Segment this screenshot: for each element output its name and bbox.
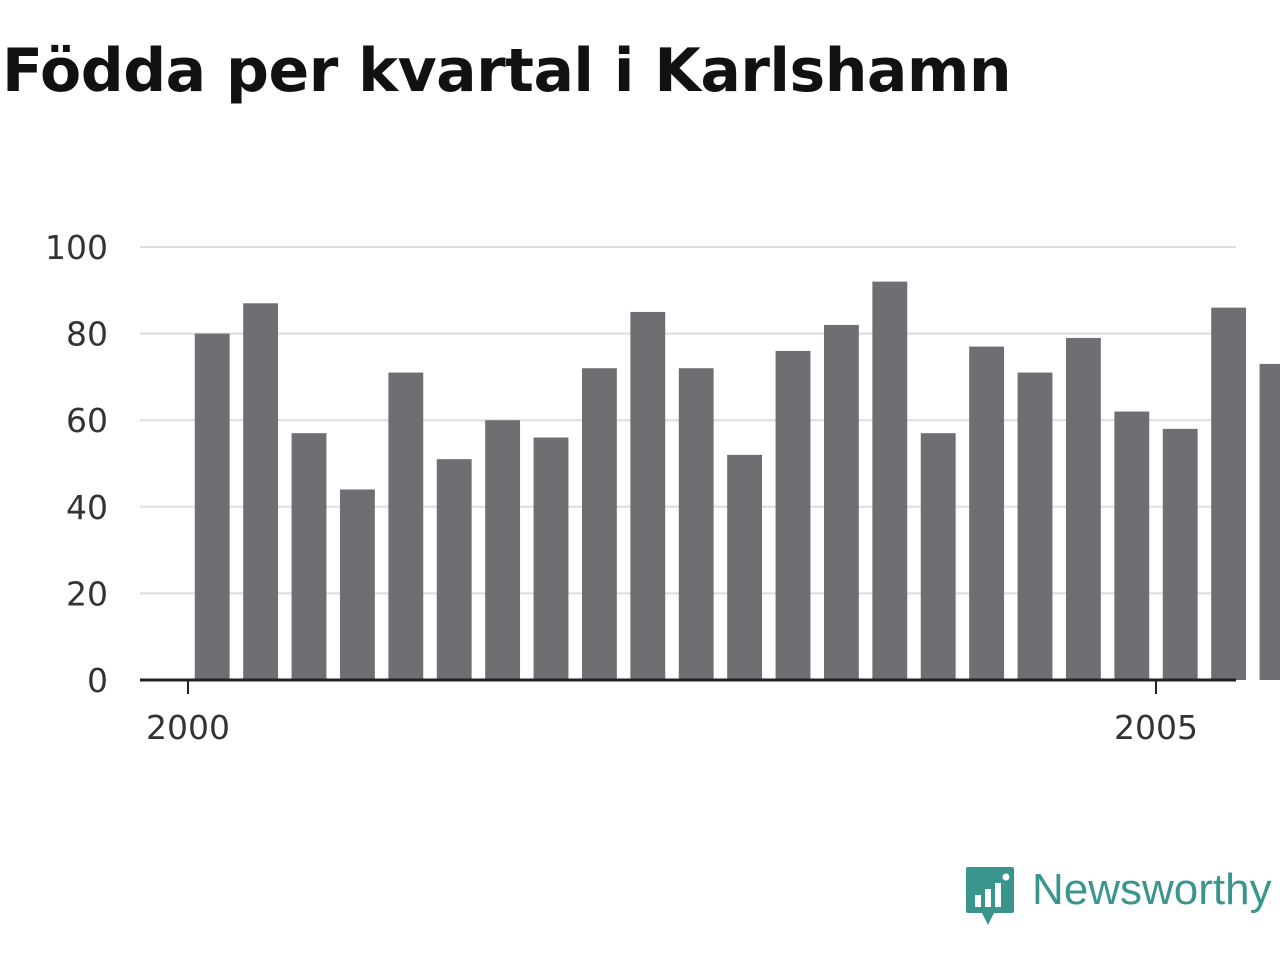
bar xyxy=(291,433,327,680)
bar xyxy=(1065,337,1101,680)
bar xyxy=(339,489,375,680)
bar xyxy=(775,350,811,680)
bar xyxy=(823,324,859,680)
bar xyxy=(243,303,279,680)
bar xyxy=(630,311,666,680)
axes xyxy=(140,678,1236,694)
labels: 02040608010067200020052010201520202025 xyxy=(45,228,1198,747)
x-tick-label: 2000 xyxy=(146,708,230,747)
y-tick-label: 40 xyxy=(66,488,108,527)
bar xyxy=(1017,372,1053,680)
bar xyxy=(969,346,1005,680)
bar xyxy=(1211,307,1247,680)
bars xyxy=(194,281,1280,680)
bar xyxy=(678,368,714,680)
brand-name: Newsworthy xyxy=(1032,865,1272,914)
bar xyxy=(1259,363,1280,680)
bar xyxy=(920,433,956,680)
bar xyxy=(533,437,569,680)
bar xyxy=(872,281,908,680)
y-tick-label: 100 xyxy=(45,228,108,267)
y-tick-label: 60 xyxy=(66,401,108,440)
bar xyxy=(581,368,617,680)
newsworthy-logo-icon xyxy=(966,867,1014,925)
bar xyxy=(1114,411,1150,680)
bar xyxy=(388,372,424,680)
bar xyxy=(727,454,763,680)
bar xyxy=(485,420,521,680)
chart-title: Födda per kvartal i Karlshamn xyxy=(2,36,1012,106)
y-tick-label: 80 xyxy=(66,315,108,354)
y-tick-label: 20 xyxy=(66,574,108,613)
bar xyxy=(436,459,472,680)
bar xyxy=(1162,428,1198,680)
x-tick-label: 2005 xyxy=(1114,708,1198,747)
brand-logo: Newsworthy xyxy=(964,864,1272,928)
y-tick-label: 0 xyxy=(87,661,108,700)
bar xyxy=(194,333,230,680)
